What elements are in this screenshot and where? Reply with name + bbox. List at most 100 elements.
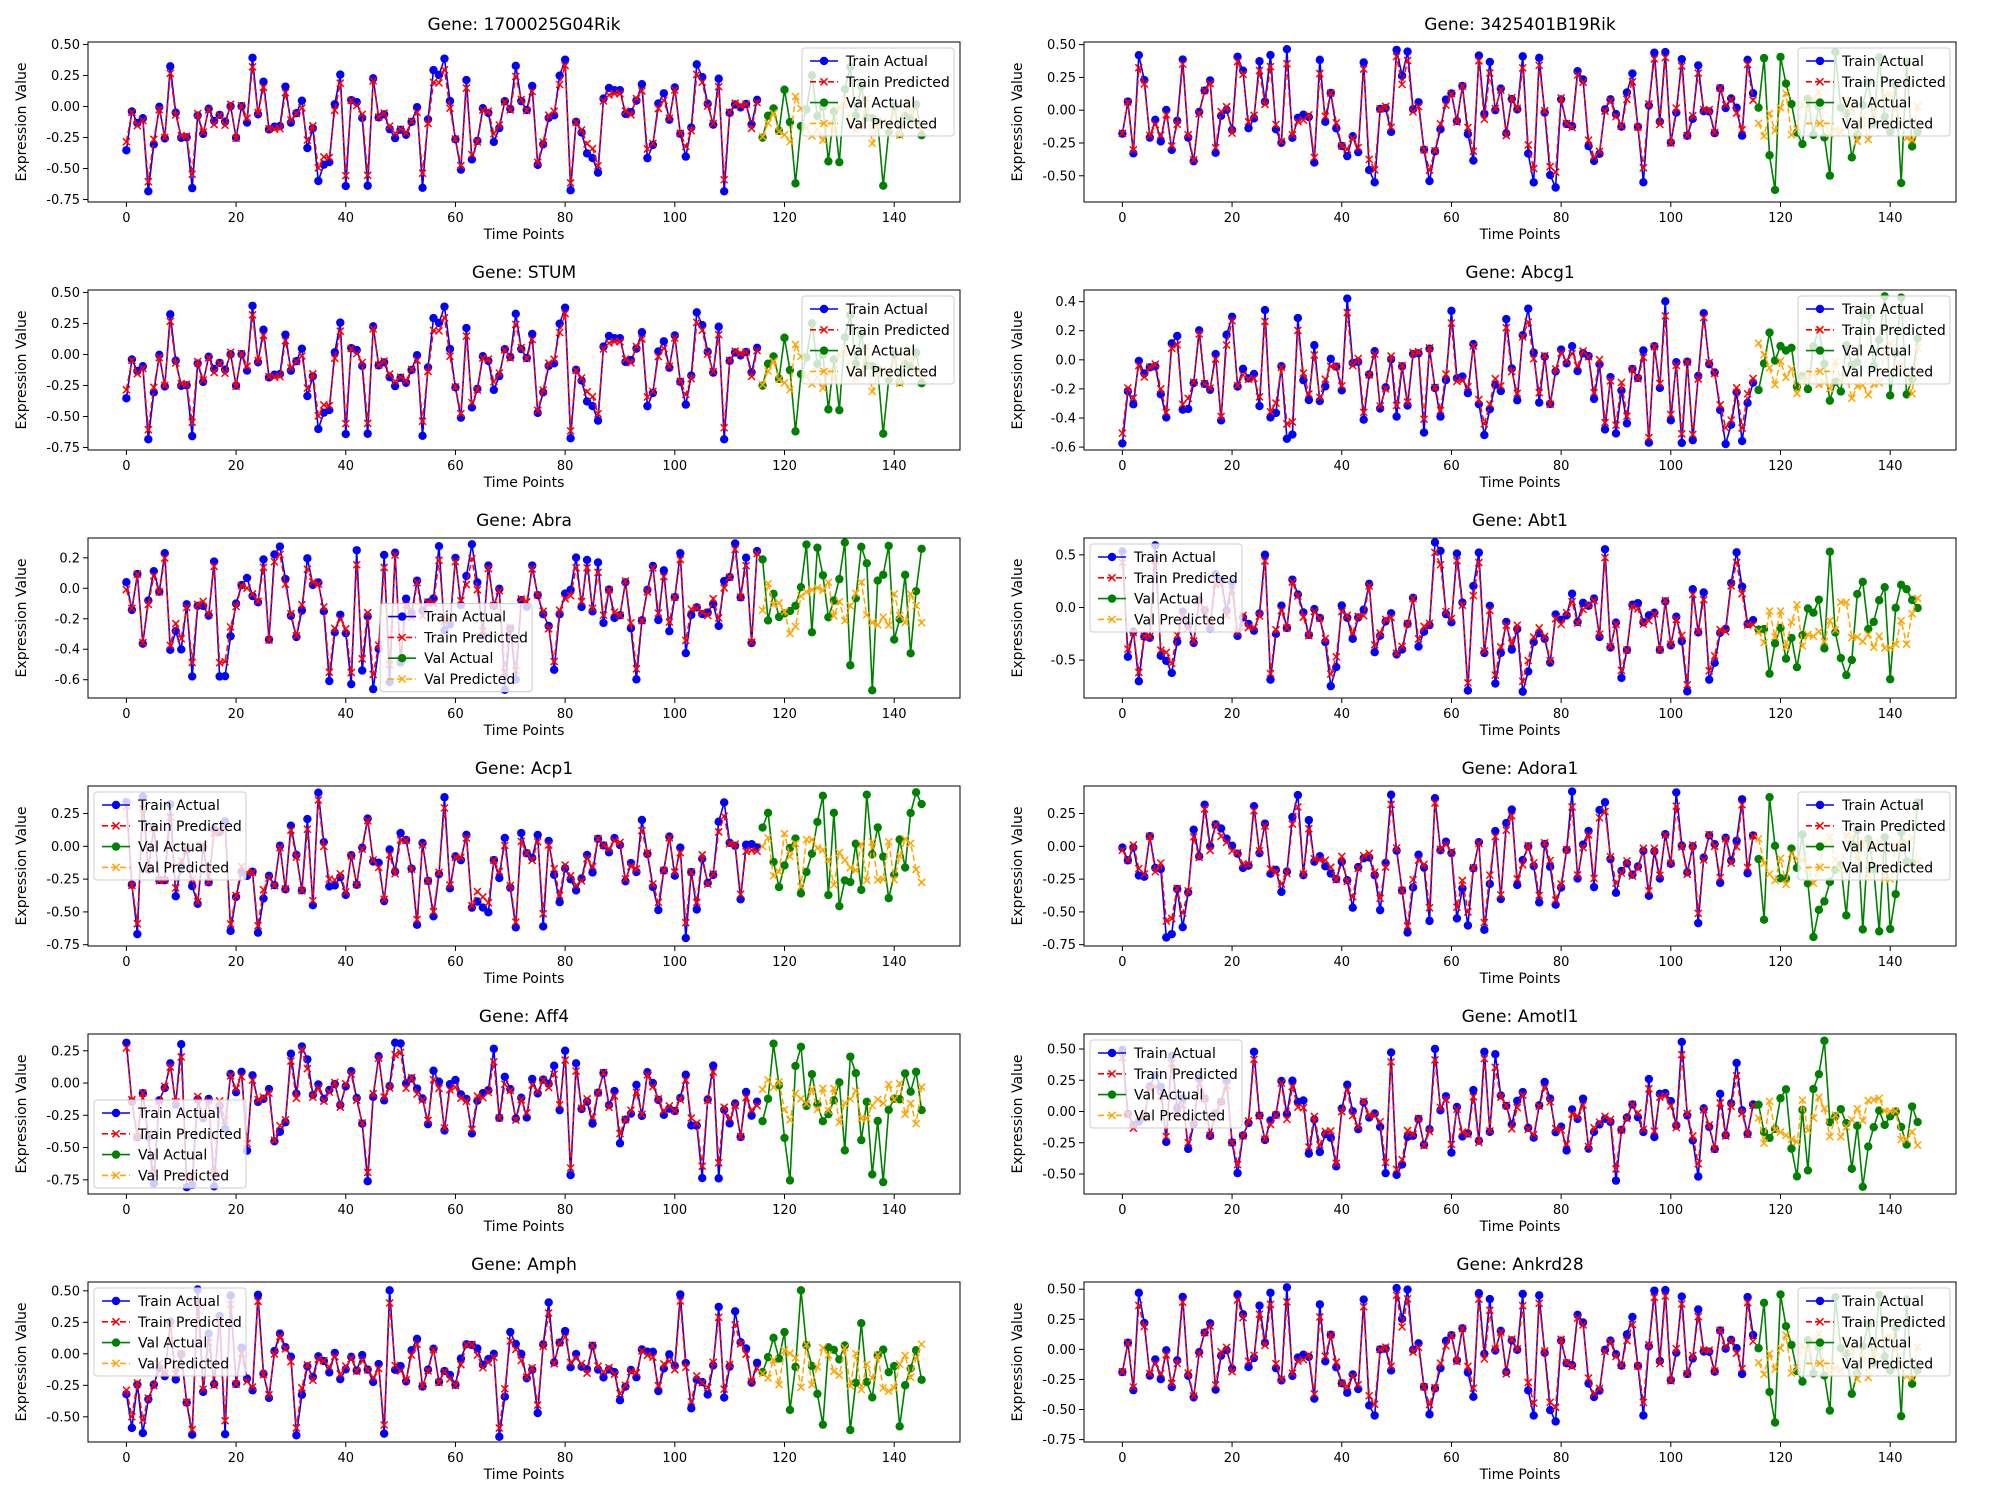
- train-predicted-point: [1524, 140, 1533, 149]
- train-predicted-point: [1529, 1130, 1538, 1139]
- y-tick-label: -0.6: [55, 673, 80, 688]
- train-predicted-point: [1255, 1111, 1264, 1120]
- train-actual-point: [401, 594, 411, 603]
- train-predicted-point: [1173, 340, 1182, 349]
- train-predicted-point: [1189, 637, 1198, 646]
- train-predicted-point: [358, 110, 367, 119]
- val-actual-point: [1798, 1105, 1807, 1115]
- train-predicted-point: [1622, 856, 1631, 865]
- train-actual-point: [1441, 837, 1451, 846]
- legend-label-val-predicted: Val Predicted: [1842, 116, 1933, 132]
- train-predicted-point: [1228, 1367, 1237, 1376]
- val-actual-point: [1809, 932, 1818, 942]
- train-actual-point: [1430, 538, 1440, 547]
- train-predicted-point: [709, 1358, 718, 1367]
- train-predicted-point: [731, 347, 740, 356]
- train-actual-point: [182, 600, 191, 609]
- train-predicted-point: [1200, 1328, 1209, 1337]
- train-predicted-point: [1688, 111, 1697, 120]
- train-actual-point: [549, 665, 559, 675]
- train-actual-point: [1304, 395, 1314, 405]
- train-predicted-point: [550, 657, 559, 666]
- train-predicted-point: [703, 611, 712, 620]
- train-actual-point: [588, 607, 597, 616]
- train-predicted-point: [1118, 429, 1127, 438]
- x-tick-label: 40: [337, 707, 354, 722]
- x-tick-label: 100: [1658, 955, 1683, 970]
- train-predicted-point: [407, 365, 416, 374]
- y-tick-label: -0.6: [1051, 441, 1076, 456]
- train-actual-point: [434, 541, 444, 551]
- y-tick-label: -0.25: [46, 379, 80, 394]
- legend-label-val-actual: Val Actual: [138, 840, 207, 856]
- val-predicted-point: [1760, 132, 1769, 141]
- train-predicted-point: [456, 409, 465, 418]
- train-predicted-point: [1655, 645, 1664, 654]
- train-predicted-point: [1661, 1091, 1670, 1100]
- train-predicted-point: [637, 1346, 646, 1355]
- train-predicted-point: [1343, 145, 1352, 154]
- train-predicted-point: [1326, 670, 1335, 679]
- train-predicted-point: [1573, 1314, 1582, 1323]
- train-predicted-point: [1584, 1142, 1593, 1151]
- train-predicted-point: [577, 125, 586, 135]
- train-actual-point: [1518, 855, 1527, 865]
- val-actual-point: [1820, 897, 1829, 906]
- train-predicted-point: [1140, 869, 1149, 879]
- train-predicted-point: [692, 898, 701, 907]
- train-actual-point: [379, 550, 389, 560]
- y-tick-label: 0.25: [1047, 807, 1076, 822]
- train-predicted-point: [1430, 548, 1440, 557]
- train-predicted-point: [1452, 118, 1461, 127]
- x-tick-label: 120: [1768, 1203, 1793, 1218]
- train-actual-point: [709, 120, 718, 129]
- val-actual-point: [1754, 1344, 1763, 1353]
- train-predicted-point: [363, 419, 372, 428]
- train-predicted-point: [1436, 406, 1445, 415]
- train-predicted-point: [1474, 395, 1483, 404]
- x-tick-label: 0: [122, 1203, 130, 1218]
- y-axis-label: Expression Value: [1010, 1303, 1026, 1422]
- train-actual-point: [396, 1039, 405, 1048]
- train-predicted-point: [1321, 375, 1330, 384]
- train-actual-point: [1216, 824, 1226, 833]
- train-actual-point: [725, 1119, 734, 1128]
- val-predicted-point: [846, 863, 855, 872]
- val-actual-point: [1776, 52, 1785, 62]
- val-predicted-point: [829, 1084, 838, 1093]
- train-predicted-point: [1211, 820, 1220, 830]
- train-predicted-point: [665, 618, 674, 627]
- train-predicted-point: [703, 1383, 712, 1392]
- train-predicted-point: [467, 398, 476, 407]
- train-predicted-point: [232, 134, 241, 143]
- train-actual-point: [374, 1359, 383, 1369]
- train-predicted-point: [1672, 361, 1681, 370]
- train-actual-point: [1260, 550, 1270, 559]
- train-predicted-point: [1628, 365, 1637, 374]
- train-actual-point: [1255, 401, 1264, 411]
- train-predicted-point: [1249, 111, 1259, 120]
- legend-label-val-predicted: Val Predicted: [1842, 364, 1933, 380]
- val-actual-point: [802, 867, 811, 877]
- train-predicted-point: [550, 355, 559, 364]
- train-actual-point: [1249, 1047, 1259, 1056]
- val-predicted-point: [818, 586, 827, 595]
- train-actual-point: [401, 1377, 411, 1386]
- train-predicted-point: [237, 1072, 246, 1081]
- val-actual-point: [846, 1052, 855, 1061]
- train-predicted-point: [594, 568, 603, 577]
- train-predicted-point: [654, 609, 663, 618]
- train-predicted-point: [1162, 648, 1171, 657]
- train-predicted-point: [1255, 611, 1264, 621]
- x-tick-label: 60: [447, 707, 464, 722]
- train-predicted-point: [484, 107, 493, 116]
- train-predicted-point: [391, 551, 400, 560]
- train-actual-point: [1392, 1283, 1401, 1293]
- train-predicted-point: [440, 803, 449, 812]
- train-actual-point: [1469, 156, 1478, 165]
- train-predicted-point: [286, 115, 295, 124]
- train-predicted-point: [1518, 332, 1527, 341]
- val-predicted-point: [1792, 600, 1801, 609]
